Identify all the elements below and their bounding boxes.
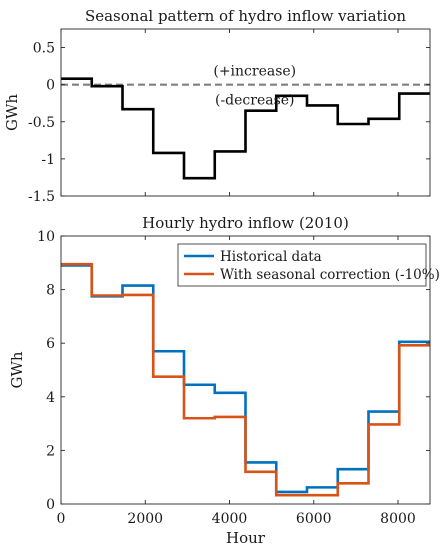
x-tick-label: 2000 <box>127 511 163 527</box>
y-tick-label: 4 <box>46 390 55 406</box>
x-tick-label: 8000 <box>380 511 416 527</box>
y-tick-label: 0.5 <box>33 41 55 57</box>
series-line-2 <box>61 262 430 497</box>
y-axis-label: GWh <box>3 94 21 131</box>
y-tick-label: -1.5 <box>28 189 55 205</box>
y-axis-label: GWh <box>8 351 26 388</box>
x-axis-label: Hour <box>226 529 266 547</box>
chart-2: 0 2 4 6 8 10 0 2000 4000 6000 8000 Hourly hydro inf… <box>8 214 440 547</box>
chart-title: Seasonal pattern of hydro inflow variati… <box>85 7 406 25</box>
y-tick-label: 8 <box>46 283 55 299</box>
x-tick-label: 6000 <box>296 511 332 527</box>
x-tick-label: 0 <box>57 511 66 527</box>
y-tick-label: 2 <box>46 443 55 459</box>
x-tick-label: 4000 <box>212 511 248 527</box>
y-tick-label: 0 <box>46 497 55 513</box>
legend-entry: Historical data <box>220 249 322 265</box>
y-tick-label: 6 <box>46 336 55 352</box>
y-tick-label: -1 <box>41 152 55 168</box>
annotation: (-decrease) <box>215 93 295 109</box>
y-tick-label: 10 <box>37 229 55 245</box>
chart-title: Hourly hydro inflow (2010) <box>142 214 349 232</box>
plot-area <box>60 28 431 197</box>
annotation: (+increase) <box>213 64 296 80</box>
y-tick-label: 0 <box>46 78 55 94</box>
series-line-1 <box>61 77 430 180</box>
y-tick-label: -0.5 <box>28 115 55 131</box>
legend-entry: With seasonal correction (-10%) <box>220 267 440 283</box>
chart-1: -1.5 -1 -0.5 0 0.5 Seasonal pattern of hydro … <box>3 7 431 205</box>
plot-area <box>60 235 431 505</box>
legend <box>177 243 427 287</box>
